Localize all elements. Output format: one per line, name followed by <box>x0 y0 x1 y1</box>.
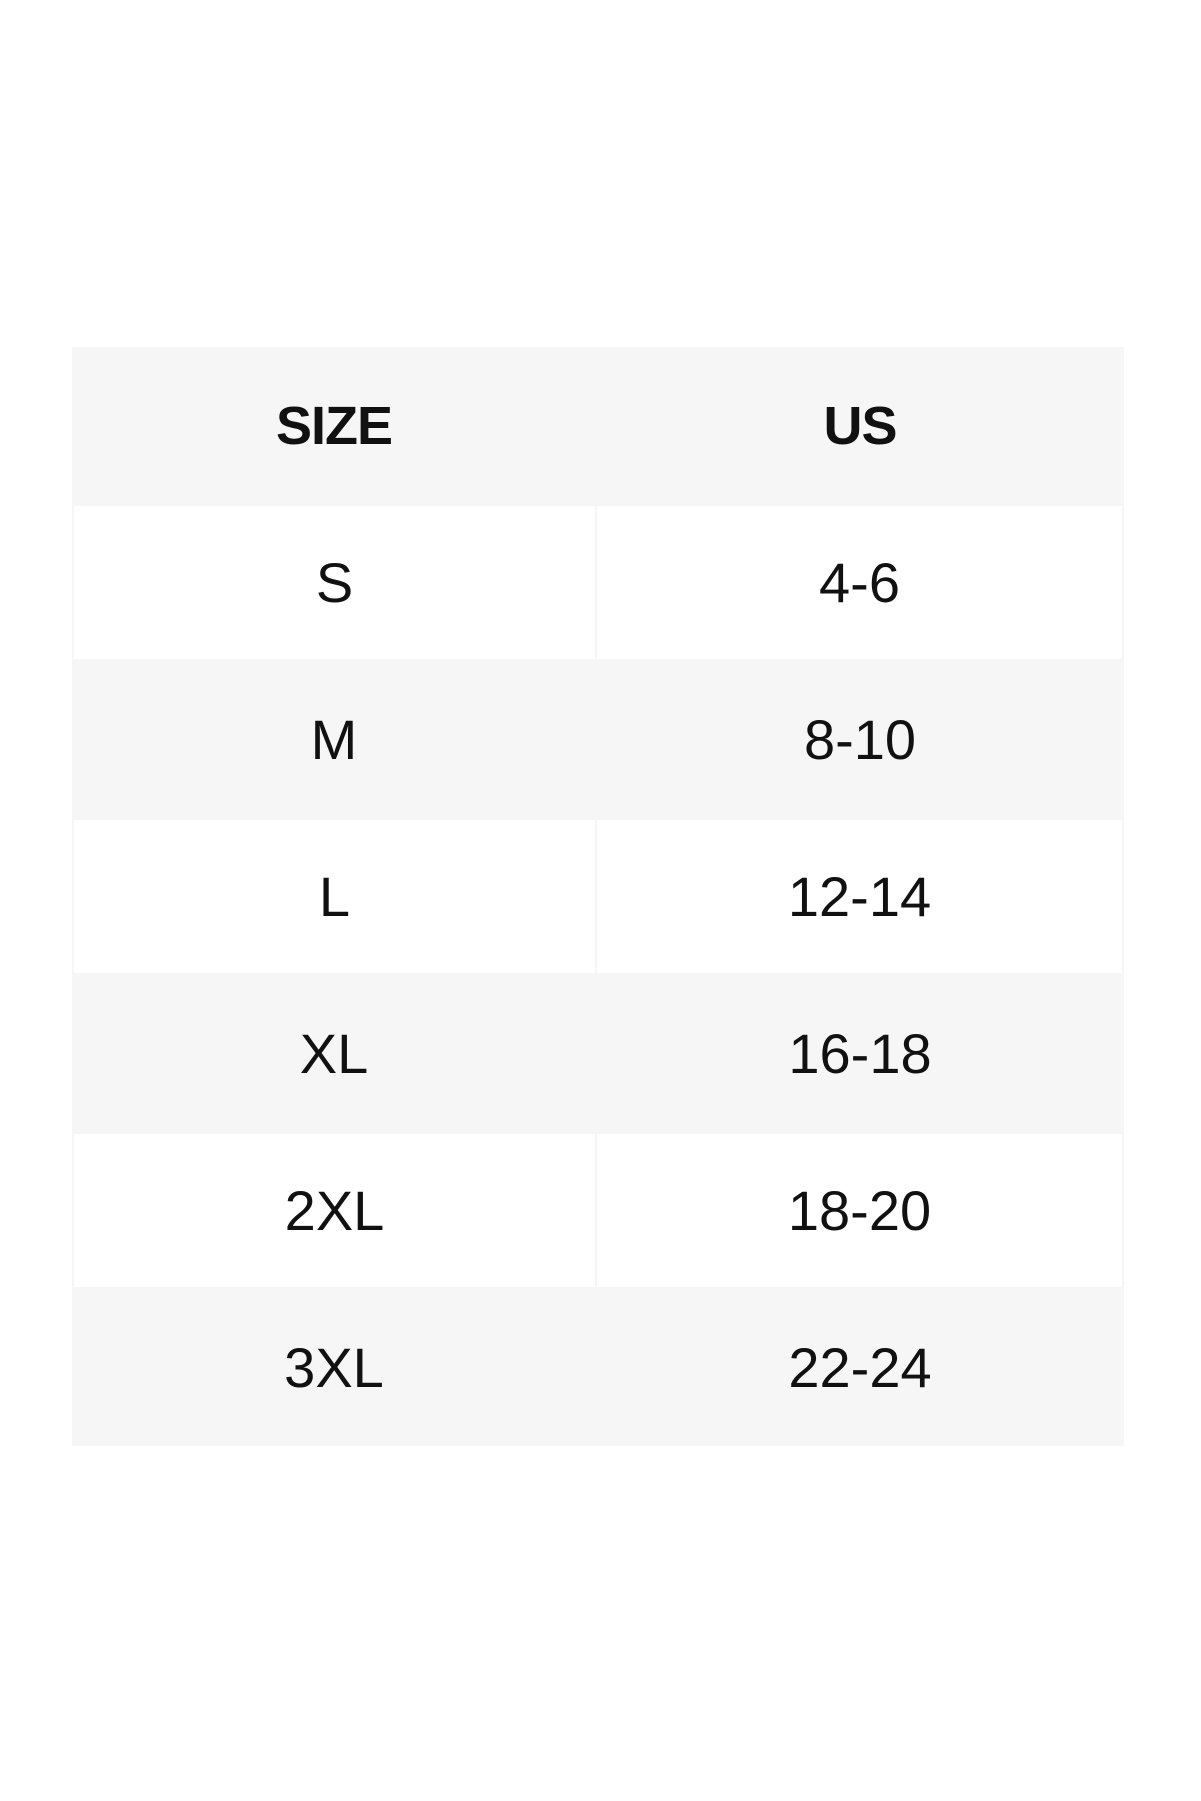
us-size-cell: 16-18 <box>788 1022 932 1085</box>
table-header-row: SIZE US <box>72 347 1124 504</box>
table-row: 2XL 18-20 <box>72 1132 1124 1289</box>
size-cell: 3XL <box>284 1336 384 1399</box>
size-cell: 2XL <box>74 1134 595 1287</box>
table-row: 3XL 22-24 <box>72 1289 1124 1446</box>
table-row: S 4-6 <box>72 504 1124 661</box>
us-size-cell: 4-6 <box>597 506 1122 659</box>
size-chart-table: SIZE US S 4-6 M 8-10 L 12-14 XL 16-18 2XL 18-20 3X… <box>72 347 1124 1446</box>
header-size: SIZE <box>275 395 393 456</box>
table-row: L 12-14 <box>72 818 1124 975</box>
us-size-cell: 8-10 <box>803 708 917 771</box>
table-row: M 8-10 <box>72 661 1124 818</box>
us-size-cell: 18-20 <box>597 1134 1122 1287</box>
header-us: US <box>823 395 897 456</box>
size-cell: S <box>74 506 595 659</box>
size-cell: L <box>74 820 595 973</box>
table-row: XL 16-18 <box>72 975 1124 1132</box>
us-size-cell: 22-24 <box>788 1336 932 1399</box>
us-size-cell: 12-14 <box>597 820 1122 973</box>
size-cell: M <box>310 708 358 771</box>
size-cell: XL <box>299 1022 369 1085</box>
